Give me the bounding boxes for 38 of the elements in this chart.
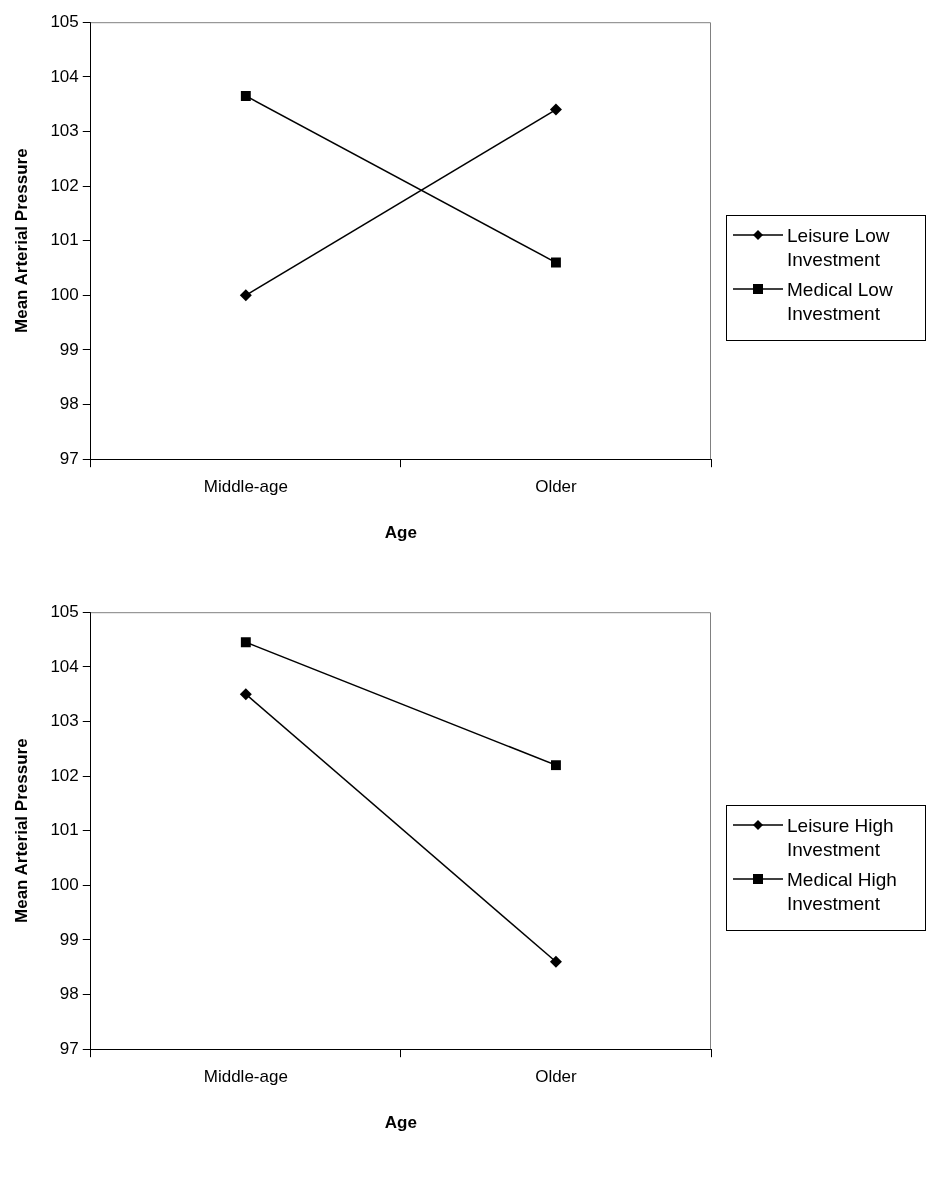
- y-tick-label: 98: [59, 394, 79, 414]
- point: [550, 257, 561, 268]
- y-tick-label: 99: [59, 929, 79, 949]
- y-axis-title: Mean Arterial Pressure: [11, 148, 31, 333]
- y-tick-label: 100: [50, 285, 79, 305]
- y-tick-label: 104: [50, 66, 79, 86]
- x-axis-title: Age: [384, 1113, 417, 1133]
- legend-label: Medical High Investment: [787, 868, 898, 916]
- y-tick-label: 105: [50, 11, 79, 31]
- y-tick-label: 104: [50, 656, 79, 676]
- y-axis-title: Mean Arterial Pressure: [11, 738, 31, 923]
- point: [550, 760, 561, 771]
- y-tick-label: 103: [50, 711, 79, 731]
- y-tick-label: 98: [59, 984, 79, 1004]
- point: [239, 688, 252, 701]
- y-tick-label: 101: [50, 820, 79, 840]
- x-tick-label: Older: [535, 477, 578, 497]
- point: [240, 637, 251, 648]
- y-tick-label: 101: [50, 230, 79, 250]
- y-tick-label: 99: [59, 339, 79, 359]
- y-tick-label: 103: [50, 121, 79, 141]
- legend-label: Leisure Low Investment: [787, 224, 891, 272]
- legend-label: Medical Low Investment: [787, 278, 894, 326]
- point: [549, 103, 562, 116]
- y-tick-label: 102: [50, 765, 79, 785]
- point: [239, 289, 252, 302]
- y-tick-label: 102: [50, 175, 79, 195]
- y-tick-label: 105: [50, 601, 79, 621]
- x-axis-title: Age: [384, 523, 417, 543]
- y-tick-label: 97: [59, 448, 79, 468]
- x-tick-label: Middle-age: [203, 1067, 288, 1087]
- y-tick-label: 100: [50, 875, 79, 895]
- point: [549, 955, 562, 968]
- point: [240, 90, 251, 101]
- y-tick-label: 97: [59, 1038, 79, 1058]
- x-tick-label: Middle-age: [203, 477, 288, 497]
- legend-label: Leisure High Investment: [787, 814, 895, 862]
- x-tick-label: Older: [535, 1067, 578, 1087]
